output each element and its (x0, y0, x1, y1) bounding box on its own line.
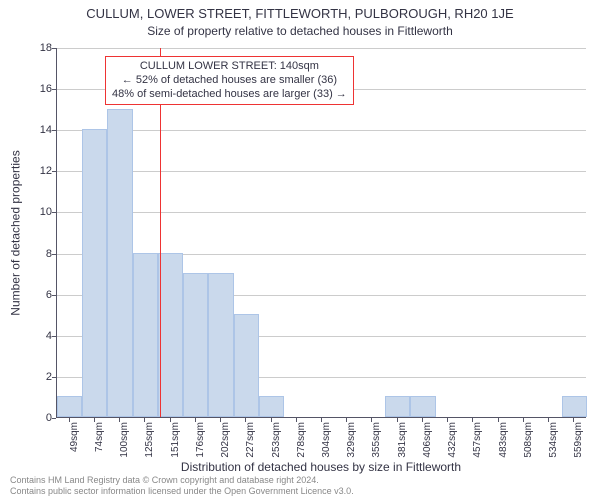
footer-line-1: Contains HM Land Registry data © Crown c… (10, 475, 354, 486)
histogram-bar (183, 273, 208, 417)
x-tick-mark (296, 418, 297, 422)
x-tick-label: 202sqm (220, 422, 231, 462)
histogram-bar (107, 109, 132, 417)
chart-container: CULLUM, LOWER STREET, FITTLEWORTH, PULBO… (0, 0, 600, 500)
y-tick-mark (52, 418, 56, 419)
x-tick-label: 304sqm (321, 422, 332, 462)
x-tick-mark (271, 418, 272, 422)
grid-line (57, 130, 586, 131)
histogram-bar (234, 314, 259, 417)
x-tick-mark (573, 418, 574, 422)
histogram-bar (57, 396, 82, 417)
annotation-box: CULLUM LOWER STREET: 140sqm← 52% of deta… (105, 56, 354, 105)
x-tick-label: 176sqm (195, 422, 206, 462)
x-tick-mark (144, 418, 145, 422)
x-tick-label: 406sqm (422, 422, 433, 462)
x-tick-mark (447, 418, 448, 422)
histogram-bar (82, 129, 107, 417)
x-tick-label: 125sqm (144, 422, 155, 462)
y-tick-label: 6 (22, 289, 52, 301)
y-tick-label: 4 (22, 330, 52, 342)
y-tick-label: 0 (22, 412, 52, 424)
y-tick-label: 2 (22, 371, 52, 383)
x-tick-mark (548, 418, 549, 422)
x-tick-label: 100sqm (119, 422, 130, 462)
chart-title-main: CULLUM, LOWER STREET, FITTLEWORTH, PULBO… (0, 6, 600, 21)
x-tick-mark (195, 418, 196, 422)
x-tick-label: 355sqm (371, 422, 382, 462)
y-tick-mark (52, 48, 56, 49)
y-tick-mark (52, 377, 56, 378)
x-tick-label: 534sqm (548, 422, 559, 462)
x-tick-mark (119, 418, 120, 422)
x-tick-mark (472, 418, 473, 422)
histogram-bar (562, 396, 587, 417)
x-tick-mark (397, 418, 398, 422)
footer-line-2: Contains public sector information licen… (10, 486, 354, 497)
x-tick-mark (523, 418, 524, 422)
y-tick-mark (52, 130, 56, 131)
x-tick-label: 151sqm (170, 422, 181, 462)
x-tick-label: 49sqm (69, 422, 80, 462)
y-tick-mark (52, 171, 56, 172)
histogram-bar (385, 396, 410, 417)
x-tick-mark (422, 418, 423, 422)
chart-footer: Contains HM Land Registry data © Crown c… (10, 475, 354, 497)
x-tick-mark (321, 418, 322, 422)
x-tick-mark (170, 418, 171, 422)
x-tick-mark (220, 418, 221, 422)
y-tick-label: 8 (22, 248, 52, 260)
x-tick-label: 253sqm (271, 422, 282, 462)
y-axis-label: Number of detached properties (8, 48, 24, 418)
histogram-bar (259, 396, 284, 417)
y-tick-mark (52, 295, 56, 296)
chart-title-sub: Size of property relative to detached ho… (0, 24, 600, 38)
y-tick-label: 16 (22, 83, 52, 95)
y-tick-mark (52, 336, 56, 337)
grid-line (57, 171, 586, 172)
annotation-line: CULLUM LOWER STREET: 140sqm (112, 60, 347, 74)
x-tick-label: 278sqm (296, 422, 307, 462)
annotation-line: 48% of semi-detached houses are larger (… (112, 88, 347, 102)
y-tick-label: 10 (22, 206, 52, 218)
x-tick-label: 381sqm (397, 422, 408, 462)
y-tick-mark (52, 89, 56, 90)
x-tick-label: 483sqm (498, 422, 509, 462)
x-axis-label: Distribution of detached houses by size … (56, 460, 586, 474)
x-tick-label: 329sqm (346, 422, 357, 462)
x-tick-label: 508sqm (523, 422, 534, 462)
x-tick-mark (371, 418, 372, 422)
histogram-bar (158, 253, 183, 417)
x-tick-mark (498, 418, 499, 422)
x-tick-mark (245, 418, 246, 422)
histogram-bar (410, 396, 435, 417)
x-tick-label: 74sqm (94, 422, 105, 462)
y-tick-label: 18 (22, 42, 52, 54)
grid-line (57, 212, 586, 213)
y-tick-label: 12 (22, 165, 52, 177)
x-tick-label: 457sqm (472, 422, 483, 462)
x-tick-mark (346, 418, 347, 422)
x-tick-label: 227sqm (245, 422, 256, 462)
y-tick-mark (52, 212, 56, 213)
histogram-bar (208, 273, 233, 417)
histogram-bar (133, 253, 158, 417)
grid-line (57, 48, 586, 49)
y-tick-label: 14 (22, 124, 52, 136)
y-tick-mark (52, 254, 56, 255)
x-tick-label: 559sqm (573, 422, 584, 462)
x-tick-mark (94, 418, 95, 422)
annotation-line: ← 52% of detached houses are smaller (36… (112, 74, 347, 88)
x-tick-mark (69, 418, 70, 422)
x-tick-label: 432sqm (447, 422, 458, 462)
